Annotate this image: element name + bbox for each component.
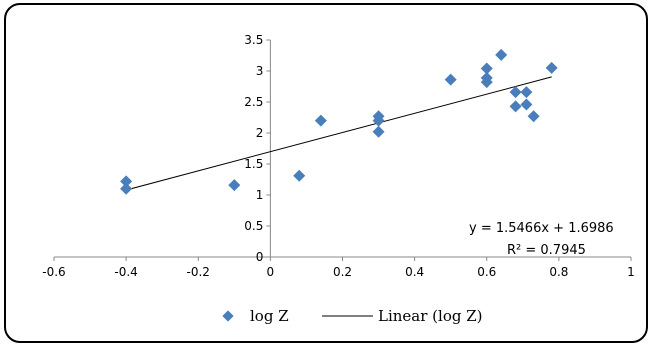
data-point xyxy=(509,100,522,113)
y-tick-label: 3.5 xyxy=(244,33,263,47)
y-tick-label: 0 xyxy=(256,250,264,264)
data-point xyxy=(509,86,522,99)
trendline-equation: y = 1.5466x + 1.6986 xyxy=(469,221,614,236)
x-tick-label: -0.4 xyxy=(114,265,137,279)
y-tick-label: 2 xyxy=(256,126,264,140)
y-tick-label: 2.5 xyxy=(244,95,263,109)
chart-frame xyxy=(4,3,648,343)
x-tick-label: 0 xyxy=(267,265,275,279)
legend-label-linear: Linear (log Z) xyxy=(378,307,483,325)
legend-marker-log-z xyxy=(222,310,234,322)
data-points xyxy=(120,48,558,195)
data-point xyxy=(520,98,533,111)
x-tick-label: -0.2 xyxy=(187,265,210,279)
data-point xyxy=(293,169,306,182)
y-tick-label: 1 xyxy=(256,188,264,202)
y-tick-label: 3 xyxy=(256,64,264,78)
x-tick-label: 0.4 xyxy=(405,265,424,279)
x-tick-label: -0.6 xyxy=(42,265,65,279)
x-tick-label: 0.6 xyxy=(477,265,496,279)
r-squared-label: R² = 0.7945 xyxy=(507,243,586,258)
data-point xyxy=(520,86,533,99)
data-point xyxy=(480,62,493,75)
data-point xyxy=(314,114,327,127)
data-point xyxy=(480,76,493,89)
y-tick-label: 1.5 xyxy=(244,157,263,171)
trendline-layer xyxy=(125,76,552,191)
data-point xyxy=(444,73,457,86)
legend-label-log-z: log Z xyxy=(250,307,289,325)
data-point xyxy=(120,175,133,188)
data-point xyxy=(372,114,385,127)
data-point xyxy=(120,182,133,195)
axes: -0.6 -0.4 -0.2 0 0.2 0.4 0.6 0.8 1 0 0.5 1 1.5 2 2.5 3 3… xyxy=(42,33,635,279)
data-point xyxy=(545,61,558,74)
x-tick-label: 0.8 xyxy=(549,265,568,279)
data-point xyxy=(495,48,508,61)
legend: log Z Linear (log Z) xyxy=(222,307,483,325)
data-point xyxy=(372,125,385,138)
y-tick-label: 0.5 xyxy=(244,219,263,233)
trendline xyxy=(125,76,552,191)
data-point xyxy=(228,179,241,192)
data-point xyxy=(527,110,540,123)
x-tick-label: 0.2 xyxy=(333,265,352,279)
x-tick-label: 1 xyxy=(627,265,635,279)
